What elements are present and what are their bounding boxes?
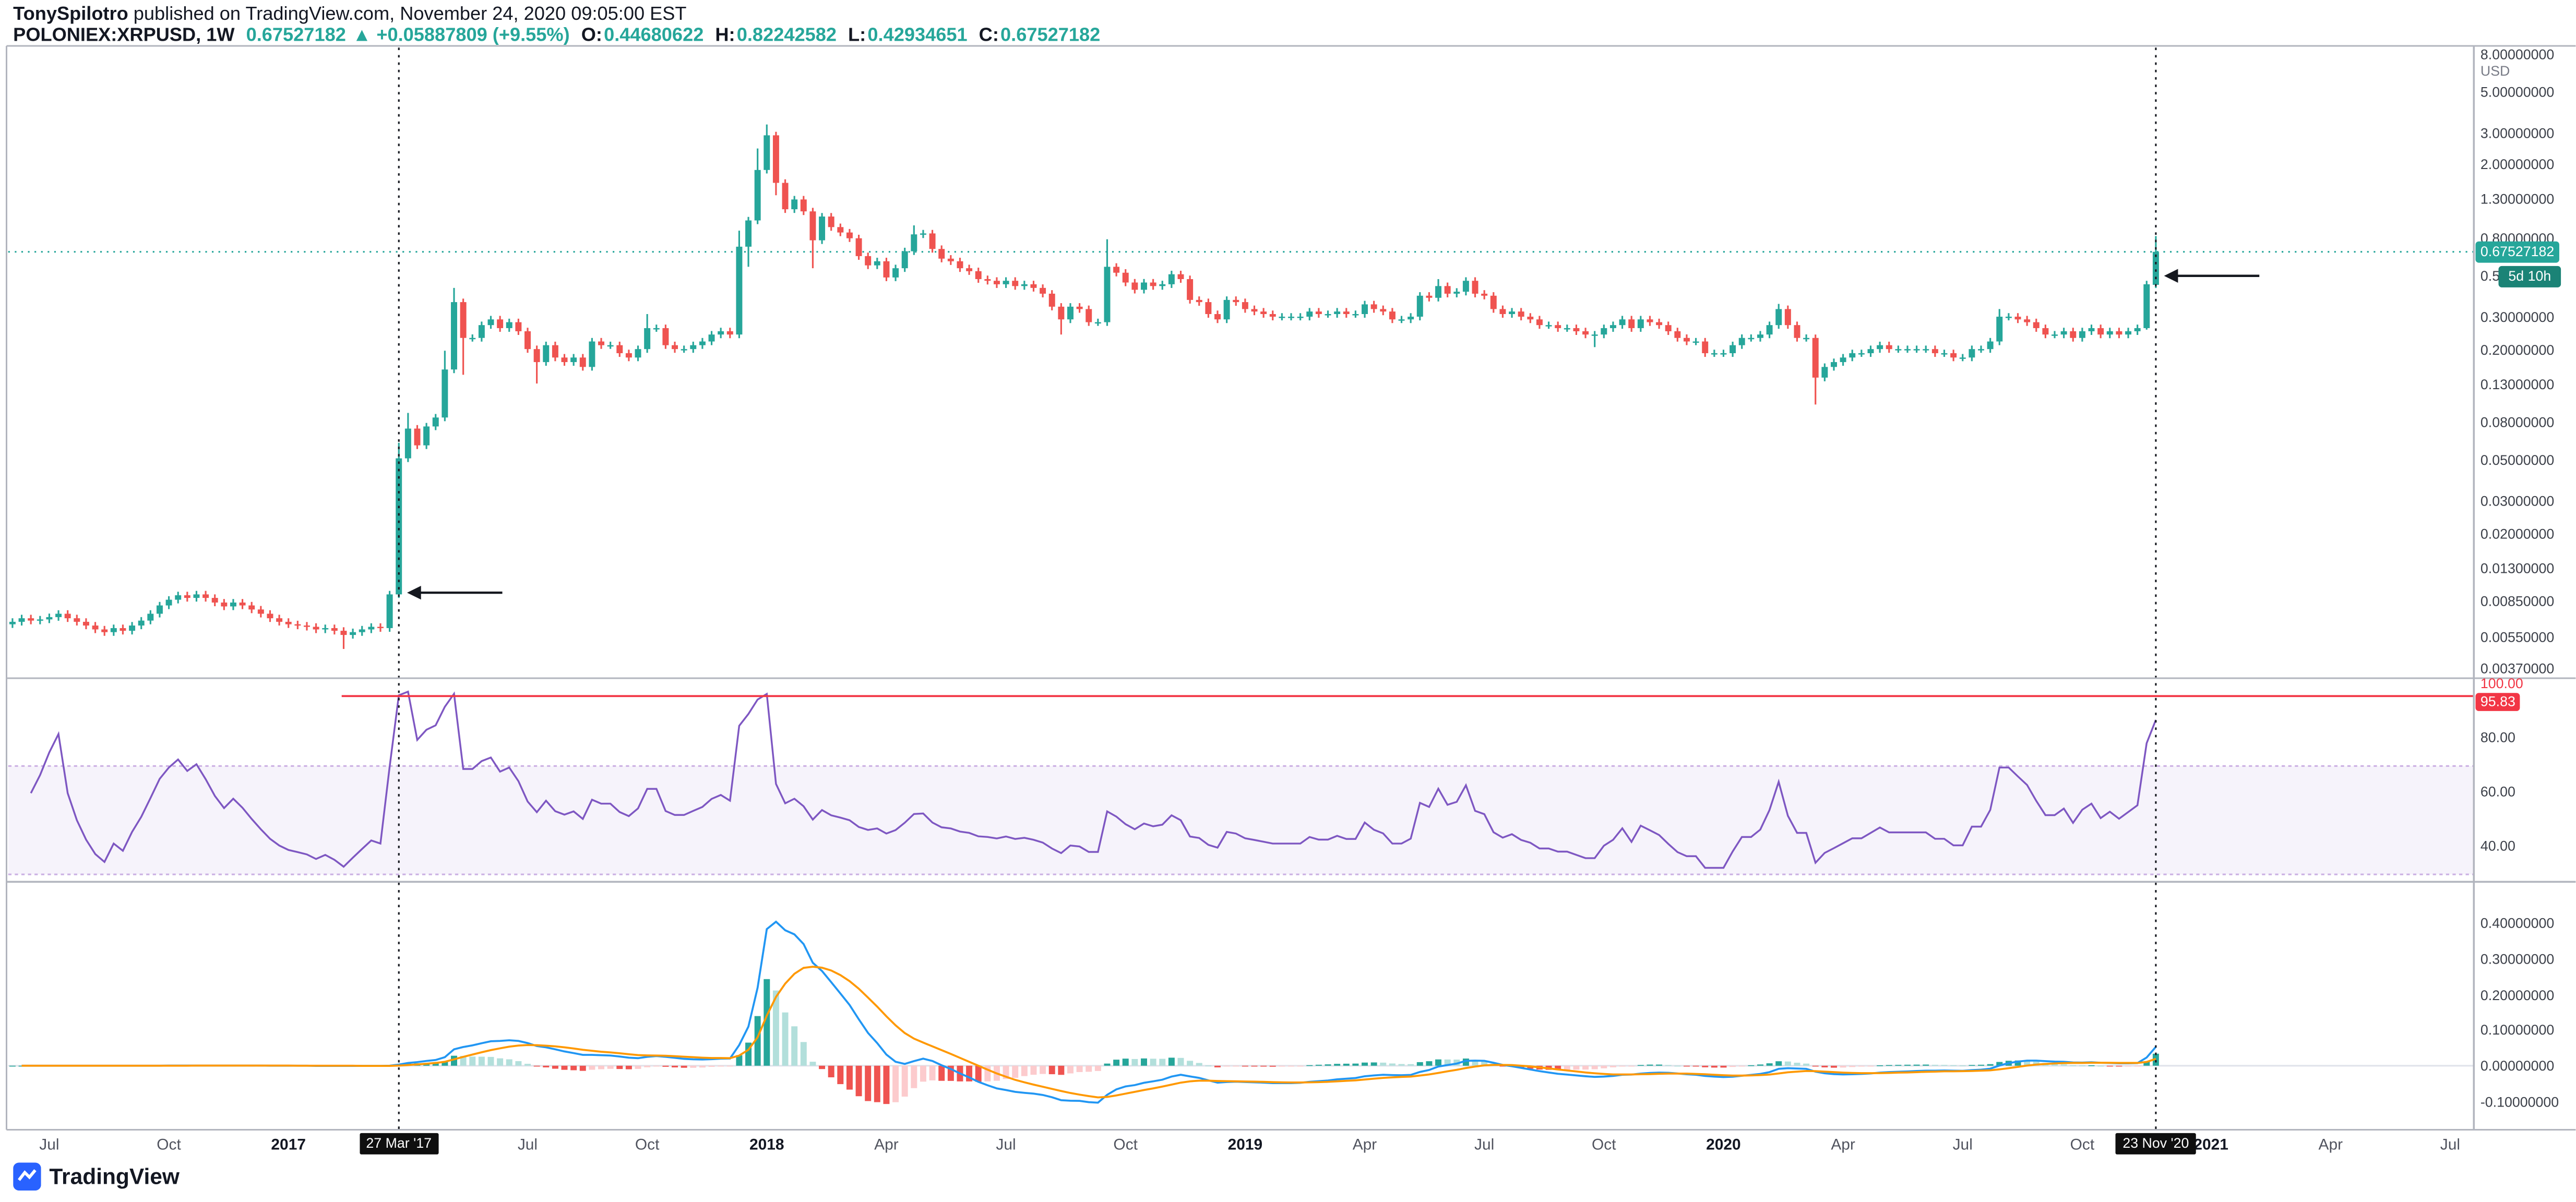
low-label: L: bbox=[848, 26, 866, 46]
time-axis-label: 2019 bbox=[1227, 1136, 1263, 1155]
rsi-band bbox=[8, 766, 2474, 875]
last-price: 0.67527182 bbox=[246, 26, 346, 46]
rsi-axis-label: 60.00 bbox=[2480, 783, 2515, 800]
tradingview-wordmark: TradingView bbox=[49, 1164, 180, 1189]
time-axis-label: Oct bbox=[1592, 1136, 1616, 1155]
open-label: O: bbox=[581, 26, 602, 46]
price-axis-label: 1.30000000 bbox=[2480, 191, 2555, 208]
byline-text: published on TradingView.com, November 2… bbox=[128, 5, 687, 25]
rsi-axis-label: 40.00 bbox=[2480, 837, 2515, 854]
date-tag: 23 Nov '20 bbox=[2116, 1132, 2196, 1154]
time-axis-label: Apr bbox=[874, 1136, 899, 1155]
time-axis-label: 2017 bbox=[271, 1136, 306, 1155]
tradingview-logo-icon bbox=[13, 1162, 41, 1191]
time-axis-label: Jul bbox=[517, 1136, 538, 1155]
time-axis-label: 2018 bbox=[749, 1136, 784, 1155]
price-axis-label: 0.02000000 bbox=[2480, 525, 2555, 542]
price-axis-label: 5.00000000 bbox=[2480, 83, 2555, 100]
current-price-label: 0.67527182 bbox=[2475, 242, 2559, 263]
time-axis-label: Apr bbox=[2318, 1136, 2343, 1155]
time-axis-label: 2021 bbox=[2193, 1136, 2228, 1155]
macd-axis-label: 0.00000000 bbox=[2480, 1057, 2555, 1074]
time-axis-label: Jul bbox=[2440, 1136, 2461, 1155]
open-value: 0.44680622 bbox=[604, 26, 704, 46]
price-axis-unit: USD bbox=[2480, 62, 2510, 79]
high-label: H: bbox=[715, 26, 735, 46]
close-label: C: bbox=[979, 26, 999, 46]
price-axis-label: 0.00370000 bbox=[2480, 659, 2555, 677]
price-axis-label: 0.13000000 bbox=[2480, 375, 2555, 392]
date-tag: 27 Mar '17 bbox=[359, 1132, 438, 1154]
symbol-ohlc-row: POLONIEX:XRPUSD, 1W 0.67527182 ▲ +0.058878… bbox=[13, 26, 1100, 46]
price-axis-label: 3.00000000 bbox=[2480, 124, 2555, 141]
time-axis-label: Jul bbox=[996, 1136, 1016, 1155]
macd-axis-label: 0.20000000 bbox=[2480, 986, 2555, 1003]
macd-axis-label: -0.10000000 bbox=[2480, 1093, 2559, 1110]
price-axis-label: 0.00550000 bbox=[2480, 628, 2555, 645]
time-axis-label: Oct bbox=[2070, 1136, 2095, 1155]
bar-countdown-label: 5d 10h bbox=[2498, 267, 2561, 287]
price-axis-label: 0.20000000 bbox=[2480, 341, 2555, 357]
macd-signal-line bbox=[21, 966, 2156, 1099]
annotation-arrow-head bbox=[2164, 269, 2178, 283]
price-axis-label: 0.05000000 bbox=[2480, 451, 2555, 468]
price-axis-label: 2.00000000 bbox=[2480, 157, 2555, 174]
byline: TonySpilotro published on TradingView.co… bbox=[13, 5, 686, 25]
time-axis-label: Oct bbox=[1113, 1136, 1138, 1155]
tradingview-logo[interactable]: TradingView bbox=[13, 1162, 180, 1191]
rsi-line-value-label: 95.83 bbox=[2475, 692, 2521, 712]
price-axis-label: 0.01300000 bbox=[2480, 559, 2555, 576]
close-value: 0.67527182 bbox=[1000, 26, 1101, 46]
annotation-arrow-head bbox=[407, 585, 421, 600]
time-axis-label: Jul bbox=[1952, 1136, 1973, 1155]
price-axis-label: 0.08000000 bbox=[2480, 414, 2555, 431]
rsi-line bbox=[30, 690, 2157, 869]
price-change: ▲ +0.05887809 (+9.55%) bbox=[352, 26, 570, 46]
rsi-axis-label: 100.00 bbox=[2480, 675, 2523, 692]
macd-axis-label: 0.10000000 bbox=[2480, 1021, 2555, 1039]
symbol-title: POLONIEX:XRPUSD, 1W bbox=[13, 26, 235, 46]
time-axis-label: Apr bbox=[1352, 1136, 1377, 1155]
author-name: TonySpilotro bbox=[13, 5, 128, 25]
time-axis-label: Oct bbox=[635, 1136, 660, 1155]
time-axis-label: Apr bbox=[1831, 1136, 1855, 1155]
macd-line bbox=[21, 920, 2157, 1104]
rsi-axis-label: 80.00 bbox=[2480, 729, 2515, 746]
time-axis-label: Jul bbox=[39, 1136, 59, 1155]
macd-axis-label: 0.30000000 bbox=[2480, 951, 2555, 967]
candlestick-series bbox=[9, 124, 2159, 649]
low-value: 0.42934651 bbox=[867, 26, 968, 46]
price-axis-label: 8.00000000 bbox=[2480, 46, 2555, 63]
time-axis-label: 2020 bbox=[1706, 1136, 1741, 1155]
macd-axis-label: 0.40000000 bbox=[2480, 915, 2555, 932]
high-value: 0.82242582 bbox=[736, 26, 837, 46]
time-axis-label: Oct bbox=[157, 1136, 181, 1155]
price-axis-label: 0.00850000 bbox=[2480, 593, 2555, 610]
time-axis-label: Jul bbox=[1474, 1136, 1495, 1155]
macd-histogram bbox=[9, 979, 2159, 1104]
price-axis-label: 0.30000000 bbox=[2480, 308, 2555, 325]
price-axis-label: 0.03000000 bbox=[2480, 492, 2555, 509]
